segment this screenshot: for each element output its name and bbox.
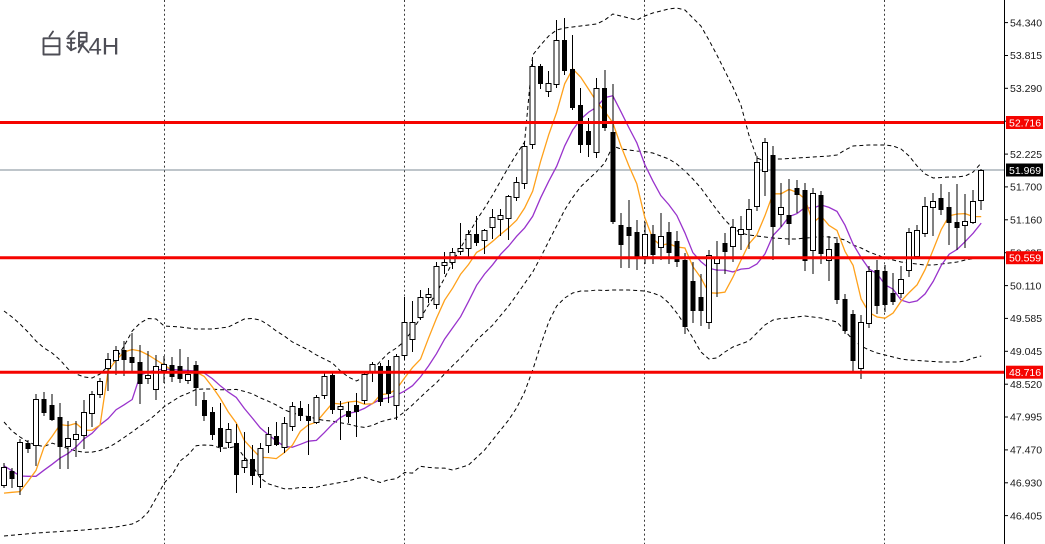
svg-text:49.045: 49.045	[1010, 346, 1042, 358]
svg-text:46.930: 46.930	[1010, 478, 1042, 490]
svg-text:47.995: 47.995	[1010, 412, 1042, 424]
svg-text:47.470: 47.470	[1010, 445, 1042, 457]
svg-text:49.585: 49.585	[1010, 313, 1042, 325]
svg-text:51.160: 51.160	[1010, 215, 1042, 227]
svg-text:53.290: 53.290	[1010, 83, 1042, 95]
svg-text:46.405: 46.405	[1010, 510, 1042, 522]
svg-text:48.520: 48.520	[1010, 379, 1042, 391]
svg-text:50.559: 50.559	[1009, 253, 1041, 265]
svg-text:51.969: 51.969	[1009, 165, 1041, 177]
svg-text:48.716: 48.716	[1009, 367, 1041, 379]
svg-text:52.225: 52.225	[1010, 149, 1042, 161]
svg-text:50.110: 50.110	[1010, 280, 1041, 292]
svg-text:4H: 4H	[89, 33, 120, 60]
svg-text:51.700: 51.700	[1010, 182, 1042, 194]
svg-text:53.815: 53.815	[1010, 50, 1042, 62]
svg-text:54.340: 54.340	[1010, 17, 1042, 29]
svg-text:52.716: 52.716	[1009, 118, 1041, 130]
